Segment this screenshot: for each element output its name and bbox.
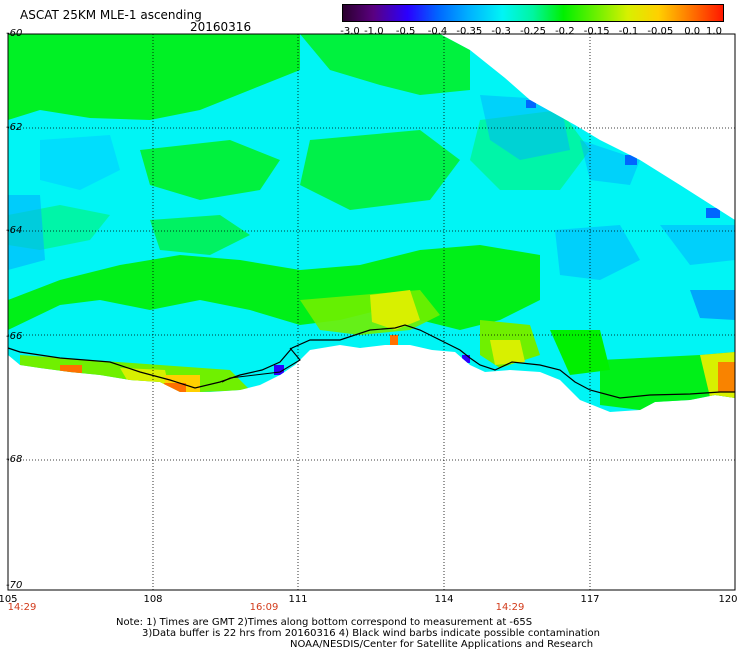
- color-scale-label: -0.35: [456, 26, 483, 37]
- lat-label-68: -68: [6, 454, 23, 465]
- time-label-right: 14:29: [495, 602, 525, 613]
- lat-label-70: -70: [6, 580, 23, 591]
- lon-label-108: 108: [143, 594, 163, 605]
- color-scale-label: -0.3: [491, 26, 511, 37]
- color-scale-label: -3.0: [340, 26, 360, 37]
- color-scale-label: -0.2: [555, 26, 575, 37]
- lon-label-105: 105: [0, 594, 18, 605]
- coastline: [7, 324, 735, 399]
- lat-label-66: -66: [6, 331, 23, 342]
- color-scale-label: 0.0: [684, 26, 701, 37]
- note-line-1: Note: 1) Times are GMT 2)Times along bot…: [116, 617, 533, 628]
- lon-label-120: 120: [718, 594, 738, 605]
- lat-label-60: -60: [6, 28, 23, 39]
- color-scale-label: -0.25: [520, 26, 546, 37]
- mle-swath: [8, 34, 735, 412]
- time-label-middle: 16:09: [249, 602, 279, 613]
- lat-label-62: -62: [6, 122, 23, 133]
- color-scale-label: 1.0: [706, 26, 722, 37]
- lon-label-117: 117: [580, 594, 600, 605]
- color-scale-label: -0.05: [647, 26, 674, 37]
- time-label-left: 14:29: [7, 602, 37, 613]
- graticule: [8, 34, 735, 590]
- lon-label-114: 114: [434, 594, 454, 605]
- map-title: ASCAT 25KM MLE-1 ascending: [20, 8, 202, 22]
- note-line-2: 3)Data buffer is 22 hrs from 20160316 4)…: [142, 628, 600, 639]
- map-frame: [7, 33, 736, 591]
- map-date: 20160316: [190, 20, 252, 34]
- color-scale-label: -0.1: [618, 26, 639, 37]
- lon-label-111: 111: [288, 594, 308, 605]
- lat-label-64: -64: [6, 225, 23, 236]
- color-scale-bar: [342, 4, 724, 22]
- color-scale-label: -0.5: [395, 26, 416, 37]
- color-scale-label: -1.0: [364, 26, 384, 37]
- color-scale-gradient: [343, 5, 723, 21]
- color-scale-label: -0.15: [583, 26, 610, 37]
- note-line-3: NOAA/NESDIS/Center for Satellite Applica…: [290, 639, 594, 650]
- color-scale-label: -0.4: [427, 26, 448, 37]
